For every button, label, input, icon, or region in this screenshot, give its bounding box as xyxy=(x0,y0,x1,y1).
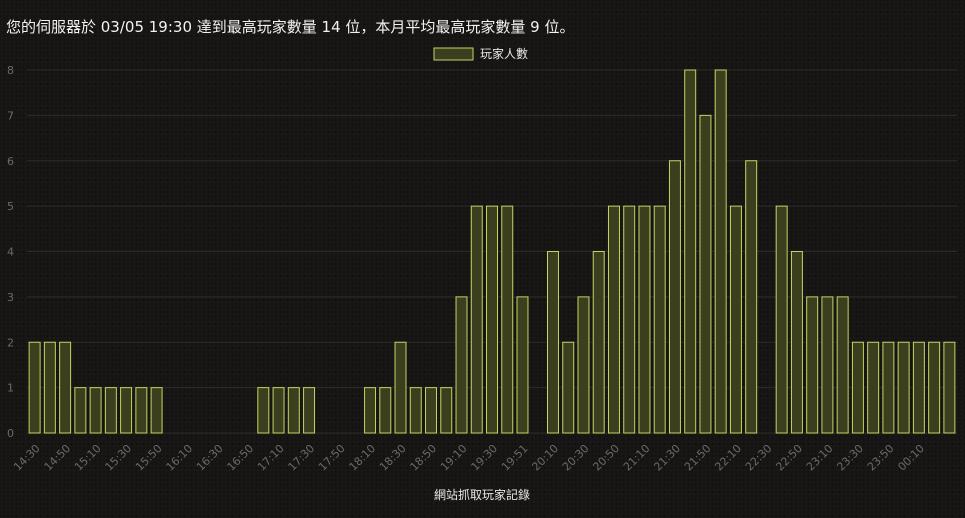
bar[interactable] xyxy=(28,341,41,434)
bar[interactable] xyxy=(684,69,697,434)
bar[interactable] xyxy=(455,296,468,434)
bar[interactable] xyxy=(74,387,87,434)
x-axis-title: 網站抓取玩家記錄 xyxy=(434,487,530,502)
x-tick-label: 18:10 xyxy=(347,442,379,474)
bar[interactable] xyxy=(43,341,56,434)
bar[interactable] xyxy=(516,296,529,434)
bar[interactable] xyxy=(562,341,575,434)
bar[interactable] xyxy=(440,387,453,434)
x-tick-label: 17:50 xyxy=(316,442,348,474)
x-tick-label: 16:50 xyxy=(225,442,257,474)
bar[interactable] xyxy=(836,296,849,434)
y-tick-label: 0 xyxy=(7,427,14,440)
x-tick-label: 17:10 xyxy=(255,442,287,474)
y-tick-label: 4 xyxy=(7,246,14,259)
x-tick-label: 15:10 xyxy=(72,442,104,474)
bar[interactable] xyxy=(653,205,666,434)
bar[interactable] xyxy=(897,341,910,434)
x-tick-label: 17:30 xyxy=(286,442,318,474)
x-tick-label: 23:50 xyxy=(865,442,897,474)
x-tick-label: 20:50 xyxy=(590,442,622,474)
legend-label: 玩家人數 xyxy=(480,46,528,61)
bar[interactable] xyxy=(928,341,941,434)
x-tick-label: 15:30 xyxy=(103,442,135,474)
bar[interactable] xyxy=(394,341,407,434)
x-tick-label: 18:50 xyxy=(408,442,440,474)
x-tick-label: 21:30 xyxy=(651,442,683,474)
bar[interactable] xyxy=(943,341,956,434)
x-tick-label: 21:50 xyxy=(682,442,714,474)
bar[interactable] xyxy=(547,251,559,434)
bar[interactable] xyxy=(501,205,514,434)
x-tick-label: 20:10 xyxy=(529,442,561,474)
x-tick-label: 22:10 xyxy=(712,442,744,474)
bar[interactable] xyxy=(409,387,422,434)
x-tick-label: 23:10 xyxy=(804,442,836,474)
bars xyxy=(28,69,956,434)
legend-swatch xyxy=(433,47,474,61)
bar[interactable] xyxy=(638,205,651,434)
bar[interactable] xyxy=(729,205,742,434)
x-tick-label: 23:30 xyxy=(834,442,866,474)
bar[interactable] xyxy=(379,387,392,434)
x-tick-label: 19:30 xyxy=(469,442,501,474)
bar[interactable] xyxy=(790,251,803,434)
x-tick-label: 15:50 xyxy=(133,442,165,474)
bar[interactable] xyxy=(287,387,300,434)
bar[interactable] xyxy=(486,205,498,434)
page-title: 您的伺服器於 03/05 19:30 達到最高玩家數量 14 位，本月平均最高玩… xyxy=(6,18,575,36)
x-tick-label: 20:30 xyxy=(560,442,592,474)
bar[interactable] xyxy=(104,387,117,434)
bar[interactable] xyxy=(699,114,712,434)
bar[interactable] xyxy=(668,160,681,434)
y-tick-label: 7 xyxy=(7,109,14,122)
bar[interactable] xyxy=(821,296,834,434)
bar[interactable] xyxy=(135,387,148,434)
y-tick-label: 6 xyxy=(7,155,14,168)
x-tick-label: 21:10 xyxy=(621,442,653,474)
bar[interactable] xyxy=(714,69,727,434)
bar[interactable] xyxy=(912,341,925,434)
bar[interactable] xyxy=(303,387,316,434)
bar[interactable] xyxy=(775,205,788,434)
y-tick-label: 1 xyxy=(7,382,14,395)
x-tick-label: 14:50 xyxy=(42,442,74,474)
bar[interactable] xyxy=(120,387,133,434)
x-tick-label: 22:50 xyxy=(773,442,805,474)
bar[interactable] xyxy=(577,296,590,434)
y-tick-label: 8 xyxy=(7,64,14,77)
bar[interactable] xyxy=(272,387,285,434)
bar[interactable] xyxy=(150,387,163,434)
bar[interactable] xyxy=(425,387,438,434)
bar[interactable] xyxy=(470,205,483,434)
x-tick-label: 18:30 xyxy=(377,442,409,474)
y-axis-ticks: 0 1 2 3 4 5 6 7 8 xyxy=(7,64,14,440)
x-axis-ticks: 14:3014:5015:1015:3015:5016:1016:3016:50… xyxy=(11,442,927,474)
bar[interactable] xyxy=(364,387,377,434)
bar[interactable] xyxy=(882,341,895,434)
y-tick-label: 3 xyxy=(7,291,14,304)
x-tick-label: 16:10 xyxy=(164,442,196,474)
bar[interactable] xyxy=(745,160,758,434)
bar[interactable] xyxy=(867,341,880,434)
bar[interactable] xyxy=(607,205,620,434)
y-tick-label: 5 xyxy=(7,200,14,213)
x-tick-label: 16:30 xyxy=(194,442,226,474)
bar[interactable] xyxy=(257,387,270,434)
bar[interactable] xyxy=(59,341,72,434)
bar[interactable] xyxy=(623,205,636,434)
bar[interactable] xyxy=(806,296,819,434)
x-tick-label: 19:10 xyxy=(438,442,470,474)
bar[interactable] xyxy=(89,387,102,434)
x-tick-label: 14:30 xyxy=(11,442,43,474)
legend[interactable]: 玩家人數 xyxy=(433,46,528,61)
y-tick-label: 2 xyxy=(7,336,14,349)
x-tick-label: 19:51 xyxy=(499,442,531,474)
x-tick-label: 00:10 xyxy=(895,442,927,474)
bar[interactable] xyxy=(851,341,864,434)
bar[interactable] xyxy=(592,251,605,434)
x-tick-label: 22:30 xyxy=(743,442,775,474)
